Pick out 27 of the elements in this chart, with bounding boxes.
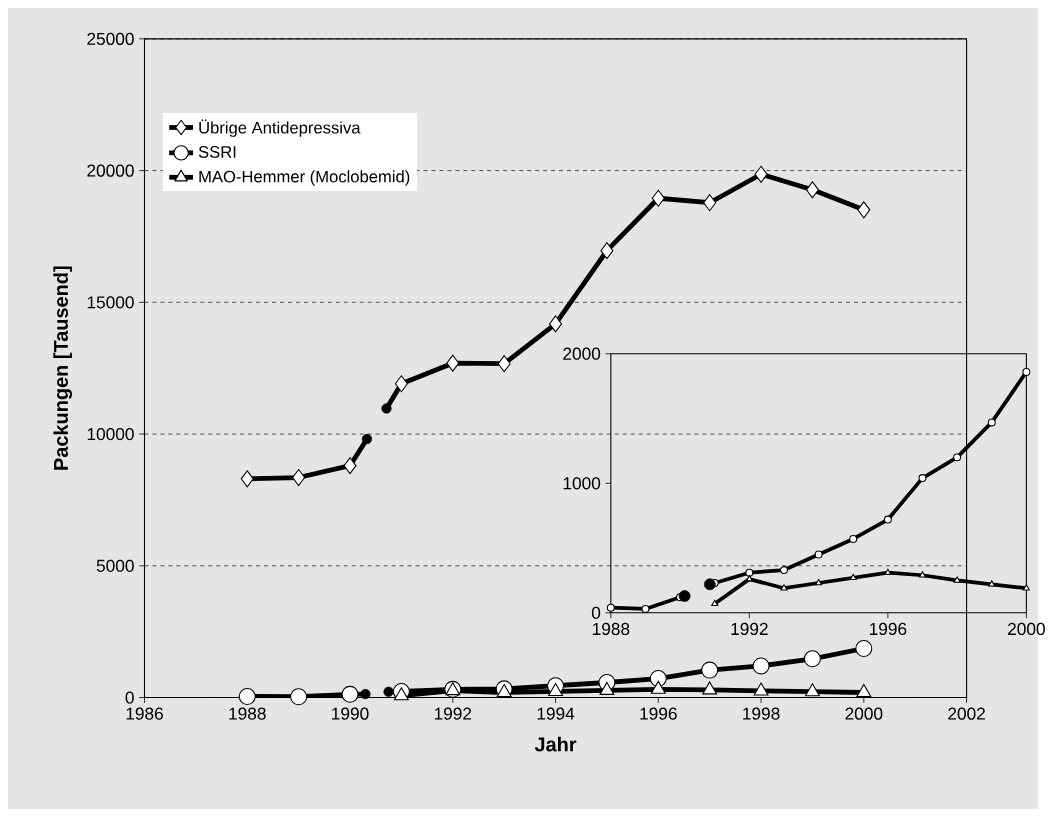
y-tick-label: 15000 — [87, 296, 134, 309]
y-tick-label: 1000 — [563, 477, 601, 490]
legend-label: Übrige Antidepressiva — [199, 119, 361, 137]
x-tick-label: 2000 — [1008, 622, 1045, 636]
x-tick-label: 1998 — [743, 707, 780, 720]
x-tick-label: 1986 — [126, 707, 163, 720]
y-tick-label: 20000 — [87, 164, 134, 177]
y-tick-label: 0 — [125, 691, 134, 704]
y-tick-label: 5000 — [96, 559, 134, 572]
x-tick-label: 1990 — [332, 707, 369, 720]
y-tick-label: 10000 — [87, 427, 134, 441]
x-tick-label: 1992 — [731, 622, 768, 636]
x-tick-label: 2000 — [845, 707, 883, 720]
x-tick-label: 1988 — [229, 707, 266, 720]
y-tick-label: 25000 — [87, 32, 134, 45]
y-axis-title: Packungen [Tausend] — [53, 266, 73, 470]
x-axis-title: Jahr — [534, 736, 577, 752]
x-tick-label: 1988 — [592, 622, 630, 636]
x-tick-label: 1996 — [869, 622, 907, 636]
x-tick-label: 1996 — [640, 707, 677, 720]
y-tick-label: 0 — [591, 606, 601, 619]
y-tick-label: 2000 — [563, 347, 601, 360]
legend-label: MAO-Hemmer (Moclobemid) — [199, 170, 410, 186]
x-tick-label: 1994 — [537, 707, 575, 720]
x-tick-label: 2002 — [948, 707, 985, 720]
legend-label: SSRI — [198, 146, 236, 158]
x-tick-label: 1992 — [434, 707, 472, 720]
